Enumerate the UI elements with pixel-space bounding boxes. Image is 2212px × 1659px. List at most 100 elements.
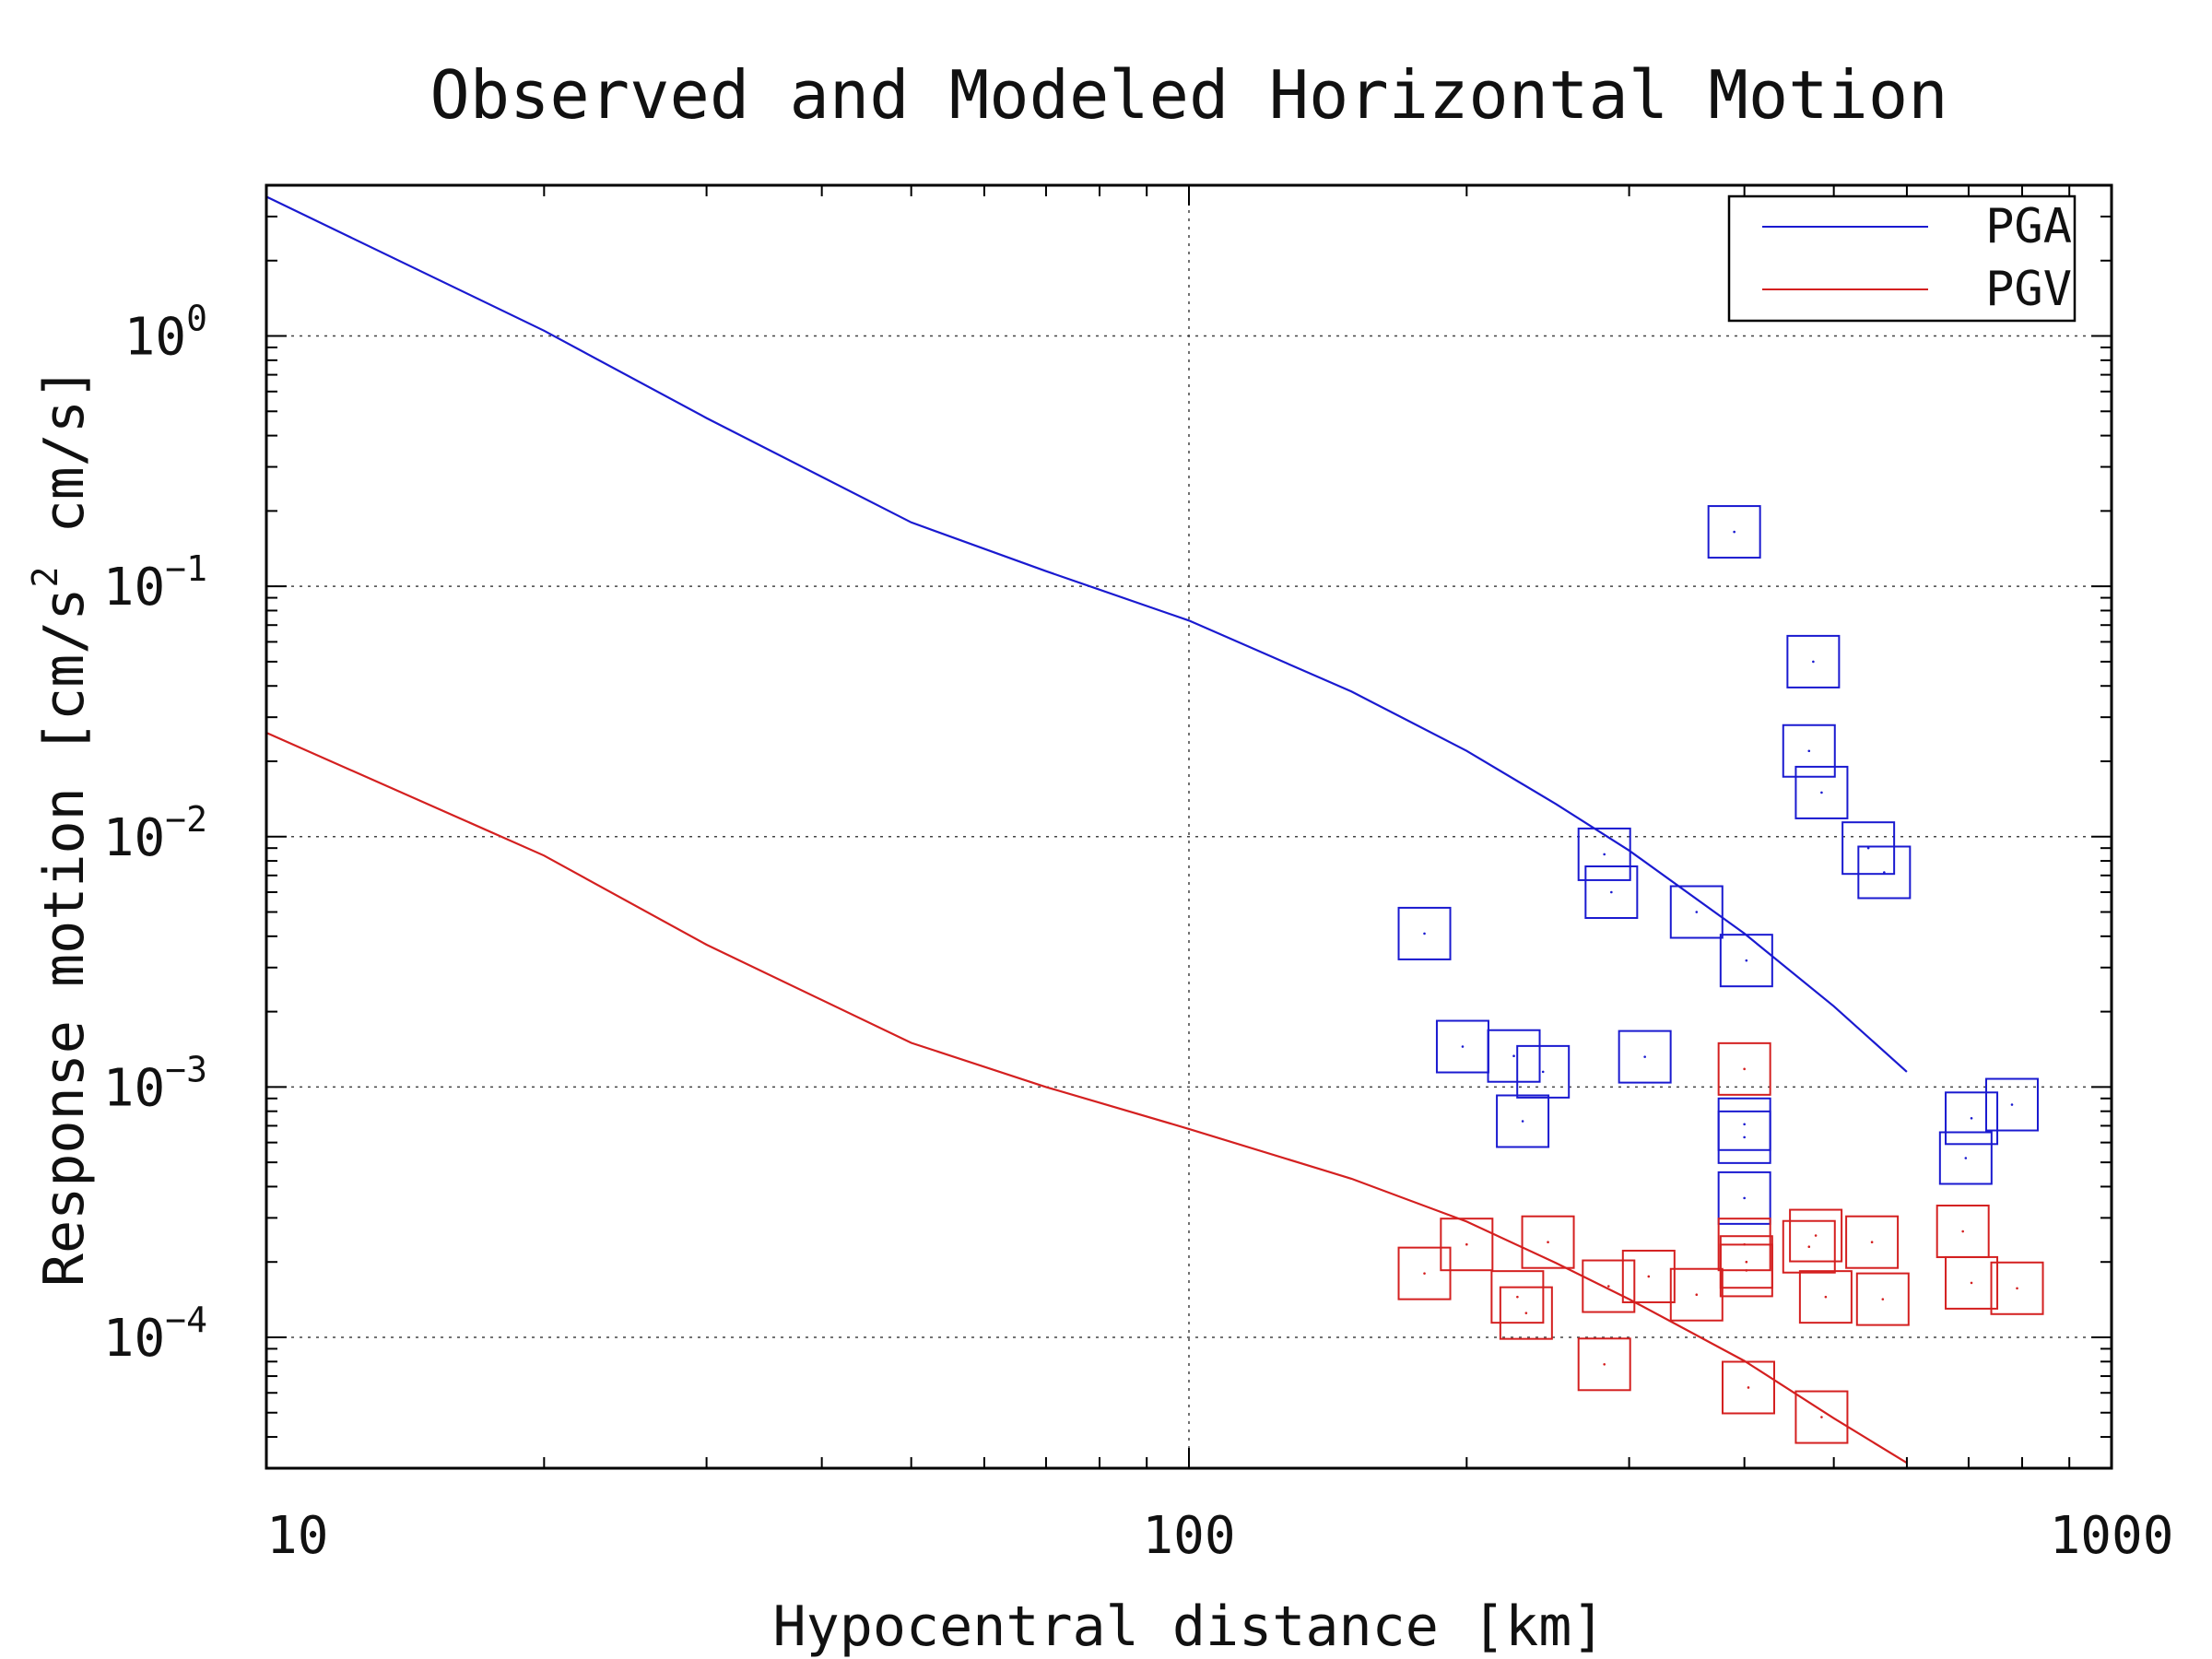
pgv-data-point-center <box>1547 1241 1549 1244</box>
pga-data-point-center <box>1964 1157 1968 1159</box>
x-tick-label: 10 <box>266 1506 328 1566</box>
y-axis-label-prefix: Response motion [cm/s <box>32 588 97 1288</box>
pgv-data-point-center <box>1745 1260 1748 1264</box>
y-tick-label-base: 10 <box>103 808 165 868</box>
pgv-data-point <box>1490 1270 1545 1324</box>
y-tick-label: 10−2 <box>103 799 207 868</box>
pgv-data-point-center <box>1824 1295 1828 1299</box>
pgv-data-point <box>1845 1215 1900 1269</box>
pga-data-point-center <box>1970 1117 1973 1120</box>
pgv-data-point <box>1798 1270 1853 1324</box>
y-axis-label-suffix: cm/s] <box>32 367 97 567</box>
pga-data-point <box>1794 765 1849 819</box>
y-axis-label-exponent: 2 <box>25 567 65 588</box>
y-tick-label-base: 10 <box>103 1058 165 1118</box>
pgv-data-point <box>1621 1249 1676 1303</box>
pgv-data-point <box>1721 1360 1775 1415</box>
pgv-data-point-center <box>1647 1275 1651 1278</box>
pga-data-point-center <box>1512 1054 1515 1058</box>
pga-model-line <box>265 195 1908 1073</box>
y-tick-label-exponent: −2 <box>165 799 207 840</box>
pga-data-point-center <box>1610 890 1613 894</box>
pga-data-point <box>1786 634 1841 688</box>
pgv-data-point <box>1669 1267 1724 1322</box>
pga-data-point-center <box>1812 660 1815 664</box>
pgv-data-point <box>1990 1261 2044 1315</box>
pga-data-point <box>1841 821 1896 876</box>
x-axis-label: Hypocentral distance [km] <box>772 1594 1605 1659</box>
legend-label-pgv: PGV <box>1985 262 2072 317</box>
pgv-data-point-center <box>1743 1067 1746 1071</box>
y-tick-label-exponent: −3 <box>165 1049 207 1089</box>
pga-data-point-center <box>1521 1120 1524 1123</box>
x-tick-label: 1000 <box>2050 1506 2174 1566</box>
y-axis-label: Response motion [cm/s2 cm/s] <box>25 367 97 1287</box>
pgv-data-point-center <box>1745 1269 1748 1272</box>
legend-box <box>1727 194 2077 323</box>
pgv-data-point-center <box>1870 1241 1874 1244</box>
x-tick-label: 100 <box>1142 1506 1235 1566</box>
pgv-data-point-center <box>1747 1386 1750 1389</box>
pgv-data-point <box>1789 1208 1843 1263</box>
y-tick-label: 100 <box>124 299 207 368</box>
pga-data-point <box>1577 827 1631 881</box>
axis-ticks <box>265 184 2112 1469</box>
pgv-data-point-center <box>1516 1295 1519 1299</box>
pga-data-point-center <box>1643 1055 1646 1058</box>
pga-data-point <box>1717 1110 1771 1164</box>
pgv-data-point <box>1855 1272 1910 1326</box>
y-tick-label-exponent: 0 <box>186 299 207 339</box>
pga-data-point <box>1487 1029 1541 1083</box>
pgv-data-point <box>1499 1286 1553 1340</box>
pga-data-point-center <box>1743 1196 1746 1200</box>
pgv-data-point-center <box>1881 1298 1885 1300</box>
y-tick-label-base: 10 <box>103 558 165 618</box>
grid-lines <box>266 185 2112 1468</box>
pgv-data-point-center <box>1524 1312 1528 1314</box>
pga-data-point-center <box>1743 1135 1746 1139</box>
pga-data-point-center <box>1461 1045 1465 1048</box>
y-tick-label: 10−1 <box>103 548 207 618</box>
pga-data-point-center <box>1541 1070 1545 1074</box>
y-tick-label-exponent: −1 <box>165 548 207 589</box>
pga-data-point <box>1984 1077 2039 1132</box>
pgv-data-point <box>1577 1337 1631 1392</box>
pgv-data-point <box>1440 1218 1494 1272</box>
pga-data-point <box>1669 885 1724 939</box>
pga-data-point <box>1516 1044 1571 1099</box>
y-tick-label-base: 10 <box>124 308 186 368</box>
pga-data-point-center <box>1695 911 1699 913</box>
pga-data-point-center <box>1883 871 1886 874</box>
series-layer <box>265 195 2044 1465</box>
pga-data-point-center <box>1820 791 1823 794</box>
pgv-data-point-center <box>1423 1272 1426 1275</box>
pga-data-point-center <box>1866 846 1870 850</box>
pga-data-point <box>1707 505 1761 559</box>
pga-data-point <box>1618 1030 1672 1084</box>
pgv-data-point-center <box>1820 1416 1823 1418</box>
pgv-data-point <box>1582 1259 1636 1313</box>
pgv-data-point-center <box>1814 1234 1818 1237</box>
pga-data-point <box>1584 865 1639 920</box>
pga-data-point <box>1397 906 1452 960</box>
legend: PGA PGV <box>1727 194 2077 323</box>
pga-data-point <box>1938 1131 1993 1185</box>
y-tick-label-exponent: −4 <box>165 1300 207 1340</box>
pgv-data-point <box>1521 1215 1575 1269</box>
pgv-data-point-center <box>2016 1287 2018 1290</box>
pga-data-point-center <box>1743 1123 1746 1126</box>
pgv-data-point-center <box>1970 1281 1973 1285</box>
pgv-data-point-center <box>1961 1230 1964 1233</box>
pga-data-point <box>1496 1094 1550 1148</box>
chart-title: Observed and Modeled Horizontal Motion <box>429 56 1947 134</box>
y-tick-label: 10−3 <box>103 1049 207 1118</box>
pgv-data-point-center <box>1603 1362 1606 1366</box>
pga-data-point <box>1717 1171 1771 1225</box>
pga-data-point <box>1782 724 1836 778</box>
series-pgv <box>265 731 2044 1465</box>
pgv-data-point-center <box>1695 1293 1699 1297</box>
pgv-data-point <box>1719 1243 1773 1298</box>
